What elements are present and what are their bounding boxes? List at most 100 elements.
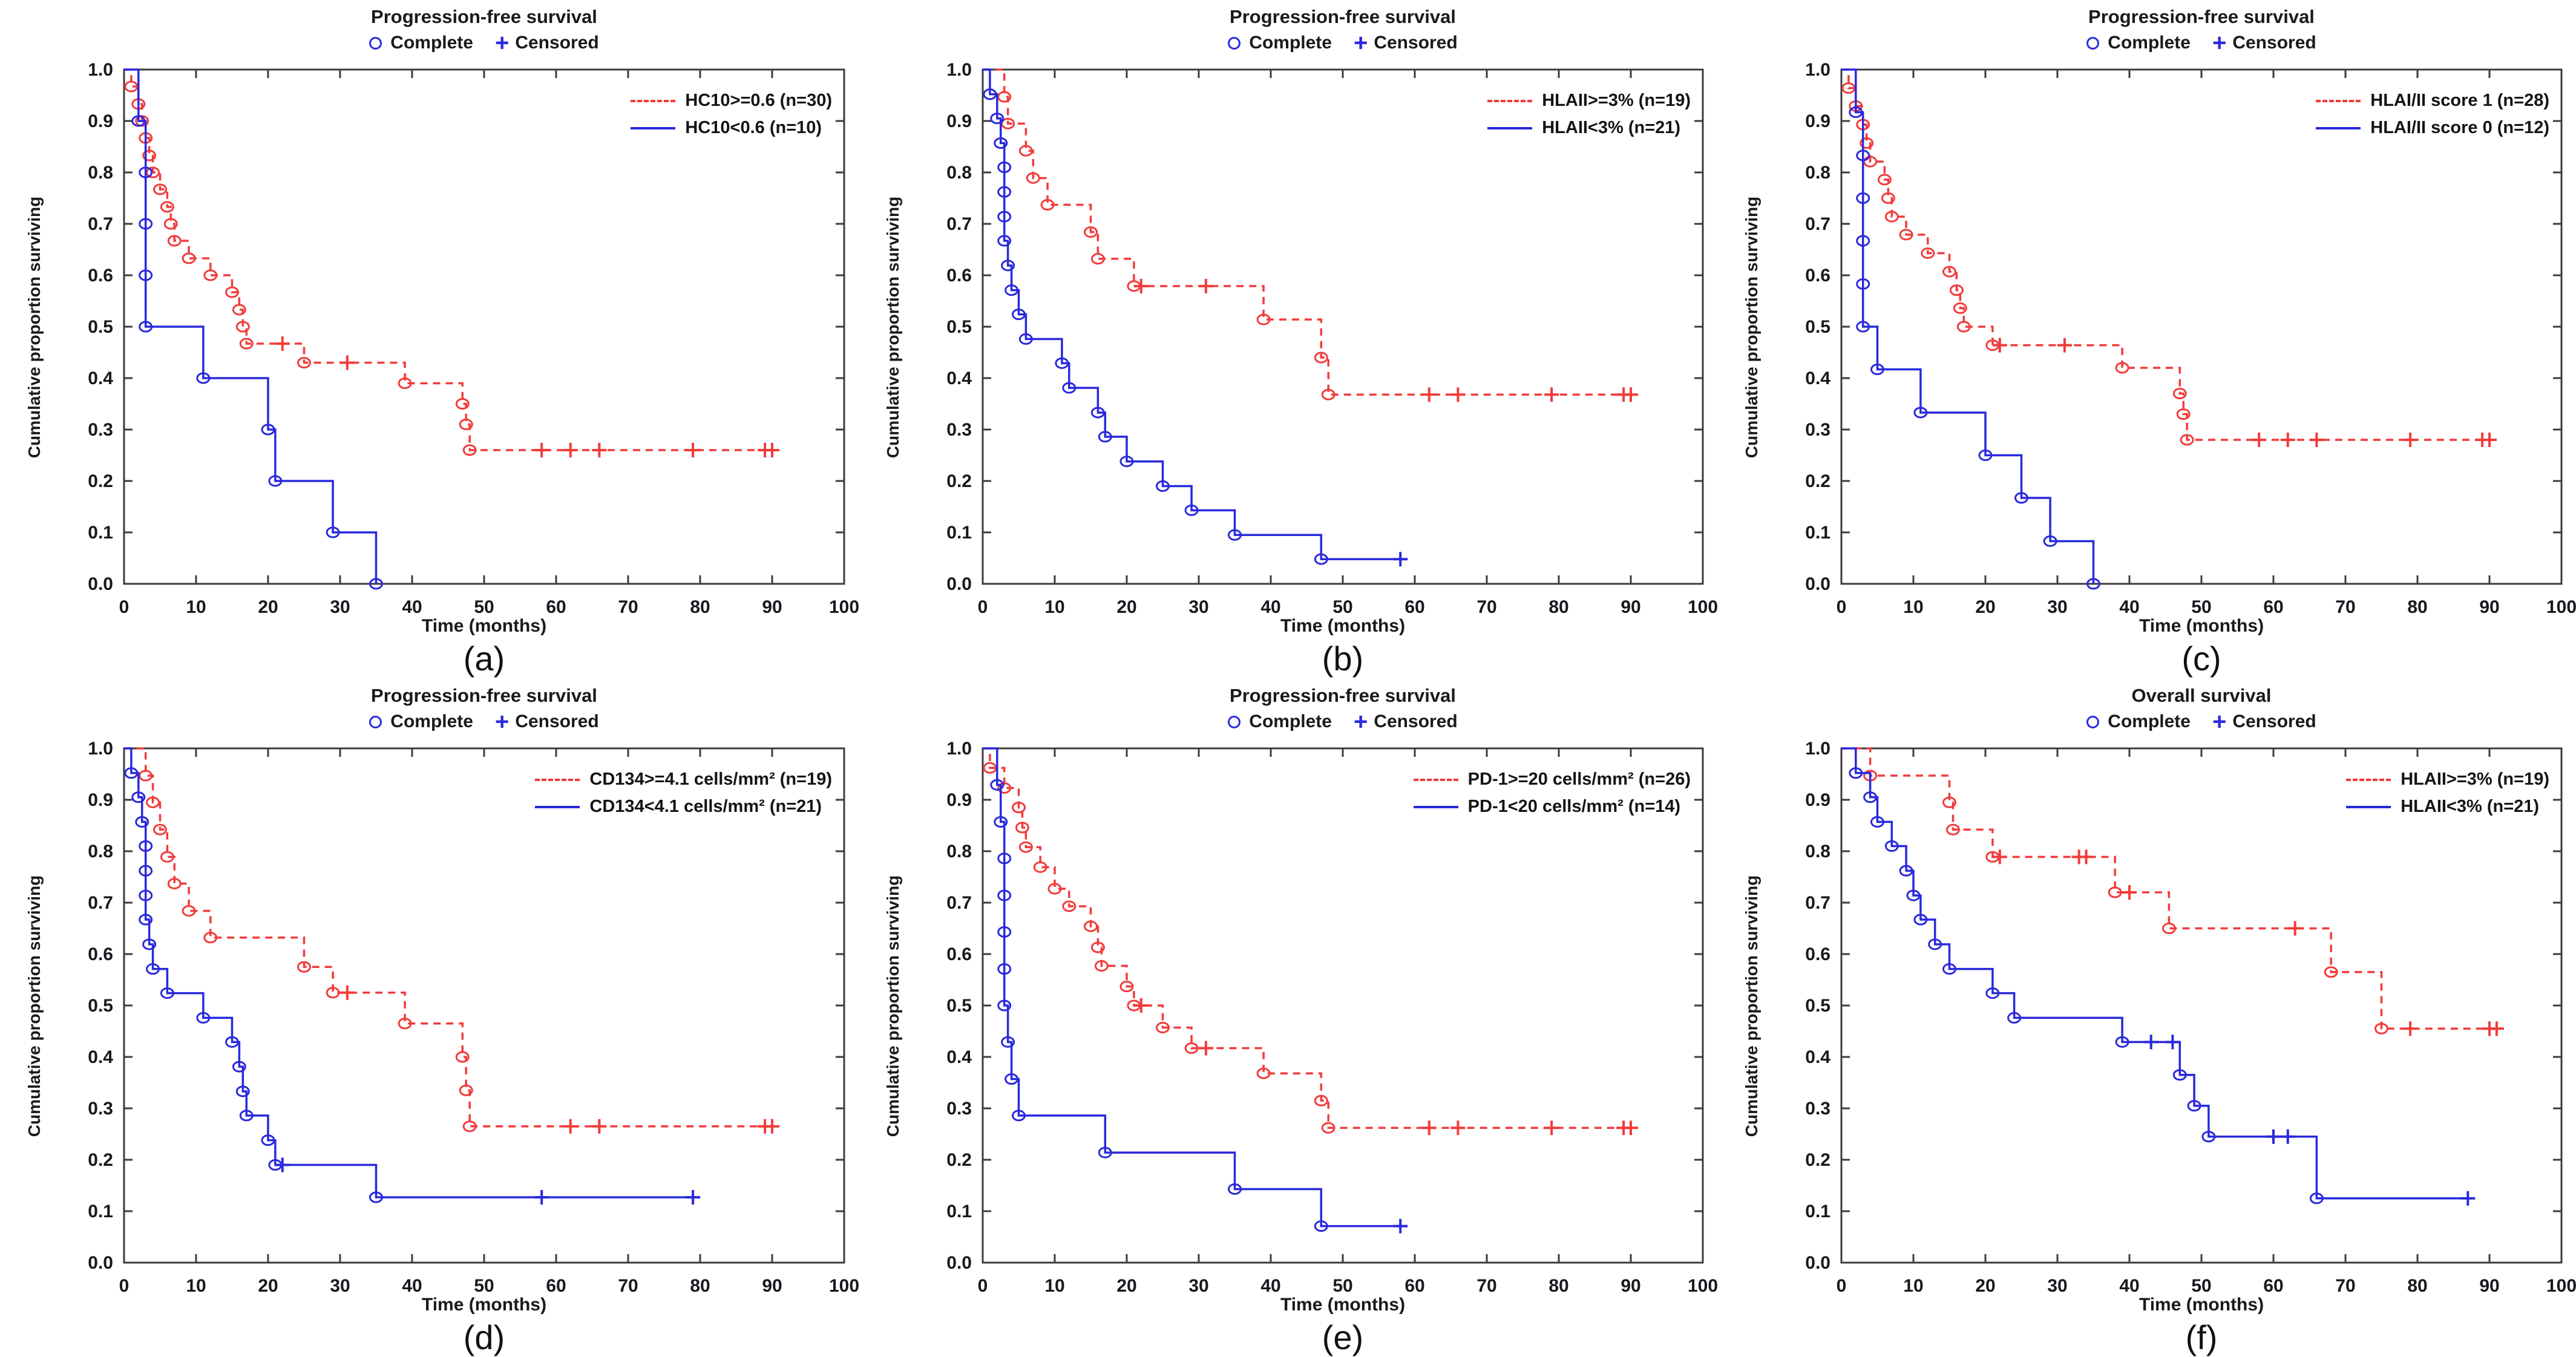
complete-event-marker [1094, 960, 1109, 972]
y-tick-label: 0.7 [88, 893, 113, 913]
y-tick-label: 0.3 [88, 420, 113, 440]
series-legend-row: PD-1<20 cells/mm² (n=14) [1413, 797, 1680, 817]
km-panel-c: Progression-free survival Complete + Censor… [1717, 0, 2576, 678]
censored-marker [1992, 338, 2007, 353]
complete-event-marker [1156, 480, 1170, 492]
y-tick-label: 0.2 [946, 471, 972, 491]
censored-marker-icon: + [1353, 708, 1368, 735]
series-legend-label: HLAII>=3% (n=19) [1542, 91, 1691, 110]
complete-event-marker [1184, 1042, 1199, 1055]
complete-event-marker [398, 1018, 412, 1030]
y-tick-label: 0.0 [946, 574, 972, 594]
complete-event-marker [139, 166, 153, 178]
x-tick-label: 90 [762, 1276, 782, 1296]
x-tick-label: 10 [1903, 1276, 1923, 1296]
plot-box [123, 68, 845, 585]
y-tick-label: 0.8 [88, 163, 113, 183]
y-tick-label: 0.0 [88, 574, 113, 594]
complete-event-marker [142, 938, 157, 950]
complete-event-marker [196, 1012, 211, 1024]
series-legend-label: HLAI/II score 1 (n=28) [2370, 91, 2549, 110]
censored-marker [1992, 849, 2007, 865]
x-tick-label: 60 [1404, 597, 1424, 617]
survival-curve-red [983, 68, 1638, 396]
y-tick-label: 0.3 [946, 1099, 972, 1119]
complete-event-marker [1015, 822, 1029, 834]
complete-event-marker [1856, 192, 1870, 204]
panel-caption: (f) [2185, 1318, 2218, 1356]
km-panel-d: Progression-free survival Complete + Censor… [0, 679, 859, 1357]
censored-marker-icon: + [2212, 708, 2227, 735]
marker-legend: Complete + Censored [1841, 31, 2561, 55]
plot-box [982, 68, 1704, 585]
legend-line-sample-blue [535, 805, 580, 808]
censored-marker [275, 1157, 290, 1172]
y-tick-label: 0.5 [946, 996, 972, 1016]
complete-event-marker [997, 889, 1012, 901]
x-tick-label: 40 [402, 597, 422, 617]
complete-event-marker [2201, 1131, 2216, 1143]
y-tick-label: 0.0 [946, 1253, 972, 1273]
series-legend-row: HLAII<3% (n=21) [1487, 118, 1680, 138]
survival-curve-red [1841, 747, 2504, 1030]
x-axis-title: Time (months) [421, 1295, 547, 1315]
y-tick-label: 1.0 [88, 60, 113, 80]
complete-event-marker [1005, 1073, 1019, 1085]
complete-event-marker [1119, 456, 1134, 468]
complete-event-marker [139, 321, 153, 333]
complete-event-marker [1870, 816, 1884, 828]
complete-event-marker [2007, 1012, 2022, 1024]
complete-event-marker [459, 419, 473, 430]
complete-event-marker [459, 1084, 473, 1096]
marker-legend: Complete + Censored [1841, 708, 2561, 735]
complete-event-marker [994, 137, 1008, 149]
x-tick-label: 100 [829, 1276, 859, 1296]
x-tick-label: 20 [258, 1276, 278, 1296]
x-tick-label: 60 [546, 597, 566, 617]
series-legend-row: HLAII>=3% (n=19) [1487, 91, 1691, 111]
complete-event-marker [369, 578, 383, 590]
x-tick-label: 90 [1621, 1276, 1640, 1296]
complete-event-marker [196, 372, 211, 384]
x-axis-title: Time (months) [1280, 616, 1406, 636]
km-plot-e: 0 10 20 30 40 50 60 70 80 90 100 0.0 0.1 0.2 0.3 0.4 0.5… [946, 739, 1717, 1296]
censored-marker [275, 336, 290, 352]
y-tick-label: 0.6 [1805, 266, 1830, 286]
complete-event-marker [1928, 938, 1942, 950]
y-tick-label: 0.5 [1805, 996, 1830, 1016]
y-tick-label: 1.0 [1805, 60, 1830, 80]
complete-event-marker [235, 321, 250, 333]
complete-event-marker [1899, 229, 1913, 241]
complete-event-marker [997, 926, 1012, 938]
y-tick-label: 0.6 [946, 944, 972, 964]
x-tick-label: 90 [2479, 1276, 2499, 1296]
x-tick-label: 90 [762, 597, 782, 617]
x-tick-label: 40 [2119, 1276, 2139, 1296]
complete-event-marker [997, 999, 1012, 1012]
complete-event-marker [1863, 155, 1878, 168]
series-legend-label: CD134>=4.1 cells/mm² (n=19) [589, 770, 832, 789]
complete-event-marker [131, 791, 146, 803]
complete-event-marker [1860, 137, 1874, 149]
complete-event-marker [2115, 362, 2129, 374]
complete-event-marker [261, 423, 275, 436]
legend-censored-label: Censored [1374, 711, 1458, 731]
x-tick-label: 40 [1260, 1276, 1280, 1296]
complete-event-marker [1913, 407, 1928, 419]
panel-caption: (e) [1322, 1318, 1364, 1356]
km-plot-d: 0 10 20 30 40 50 60 70 80 90 100 0.0 0.1 0.2 0.3 0.4 0.5… [88, 739, 859, 1296]
survival-curve-blue [1841, 747, 2468, 1200]
marker-legend: Complete + Censored [124, 710, 844, 734]
complete-event-marker [139, 218, 153, 230]
censored-marker [2122, 885, 2137, 900]
x-axis-title: Time (months) [2138, 616, 2264, 636]
x-tick-label: 0 [119, 1276, 129, 1296]
complete-event-marker [2115, 1036, 2129, 1048]
panel-title: Progression-free survival [371, 6, 597, 27]
legend-line-sample-red [2346, 778, 2391, 781]
complete-event-marker [990, 113, 1005, 125]
complete-event-marker [1921, 247, 1935, 259]
marker-legend: Complete + Censored [983, 708, 1703, 735]
x-tick-label: 80 [1549, 597, 1568, 617]
y-tick-label: 0.9 [1805, 790, 1830, 810]
